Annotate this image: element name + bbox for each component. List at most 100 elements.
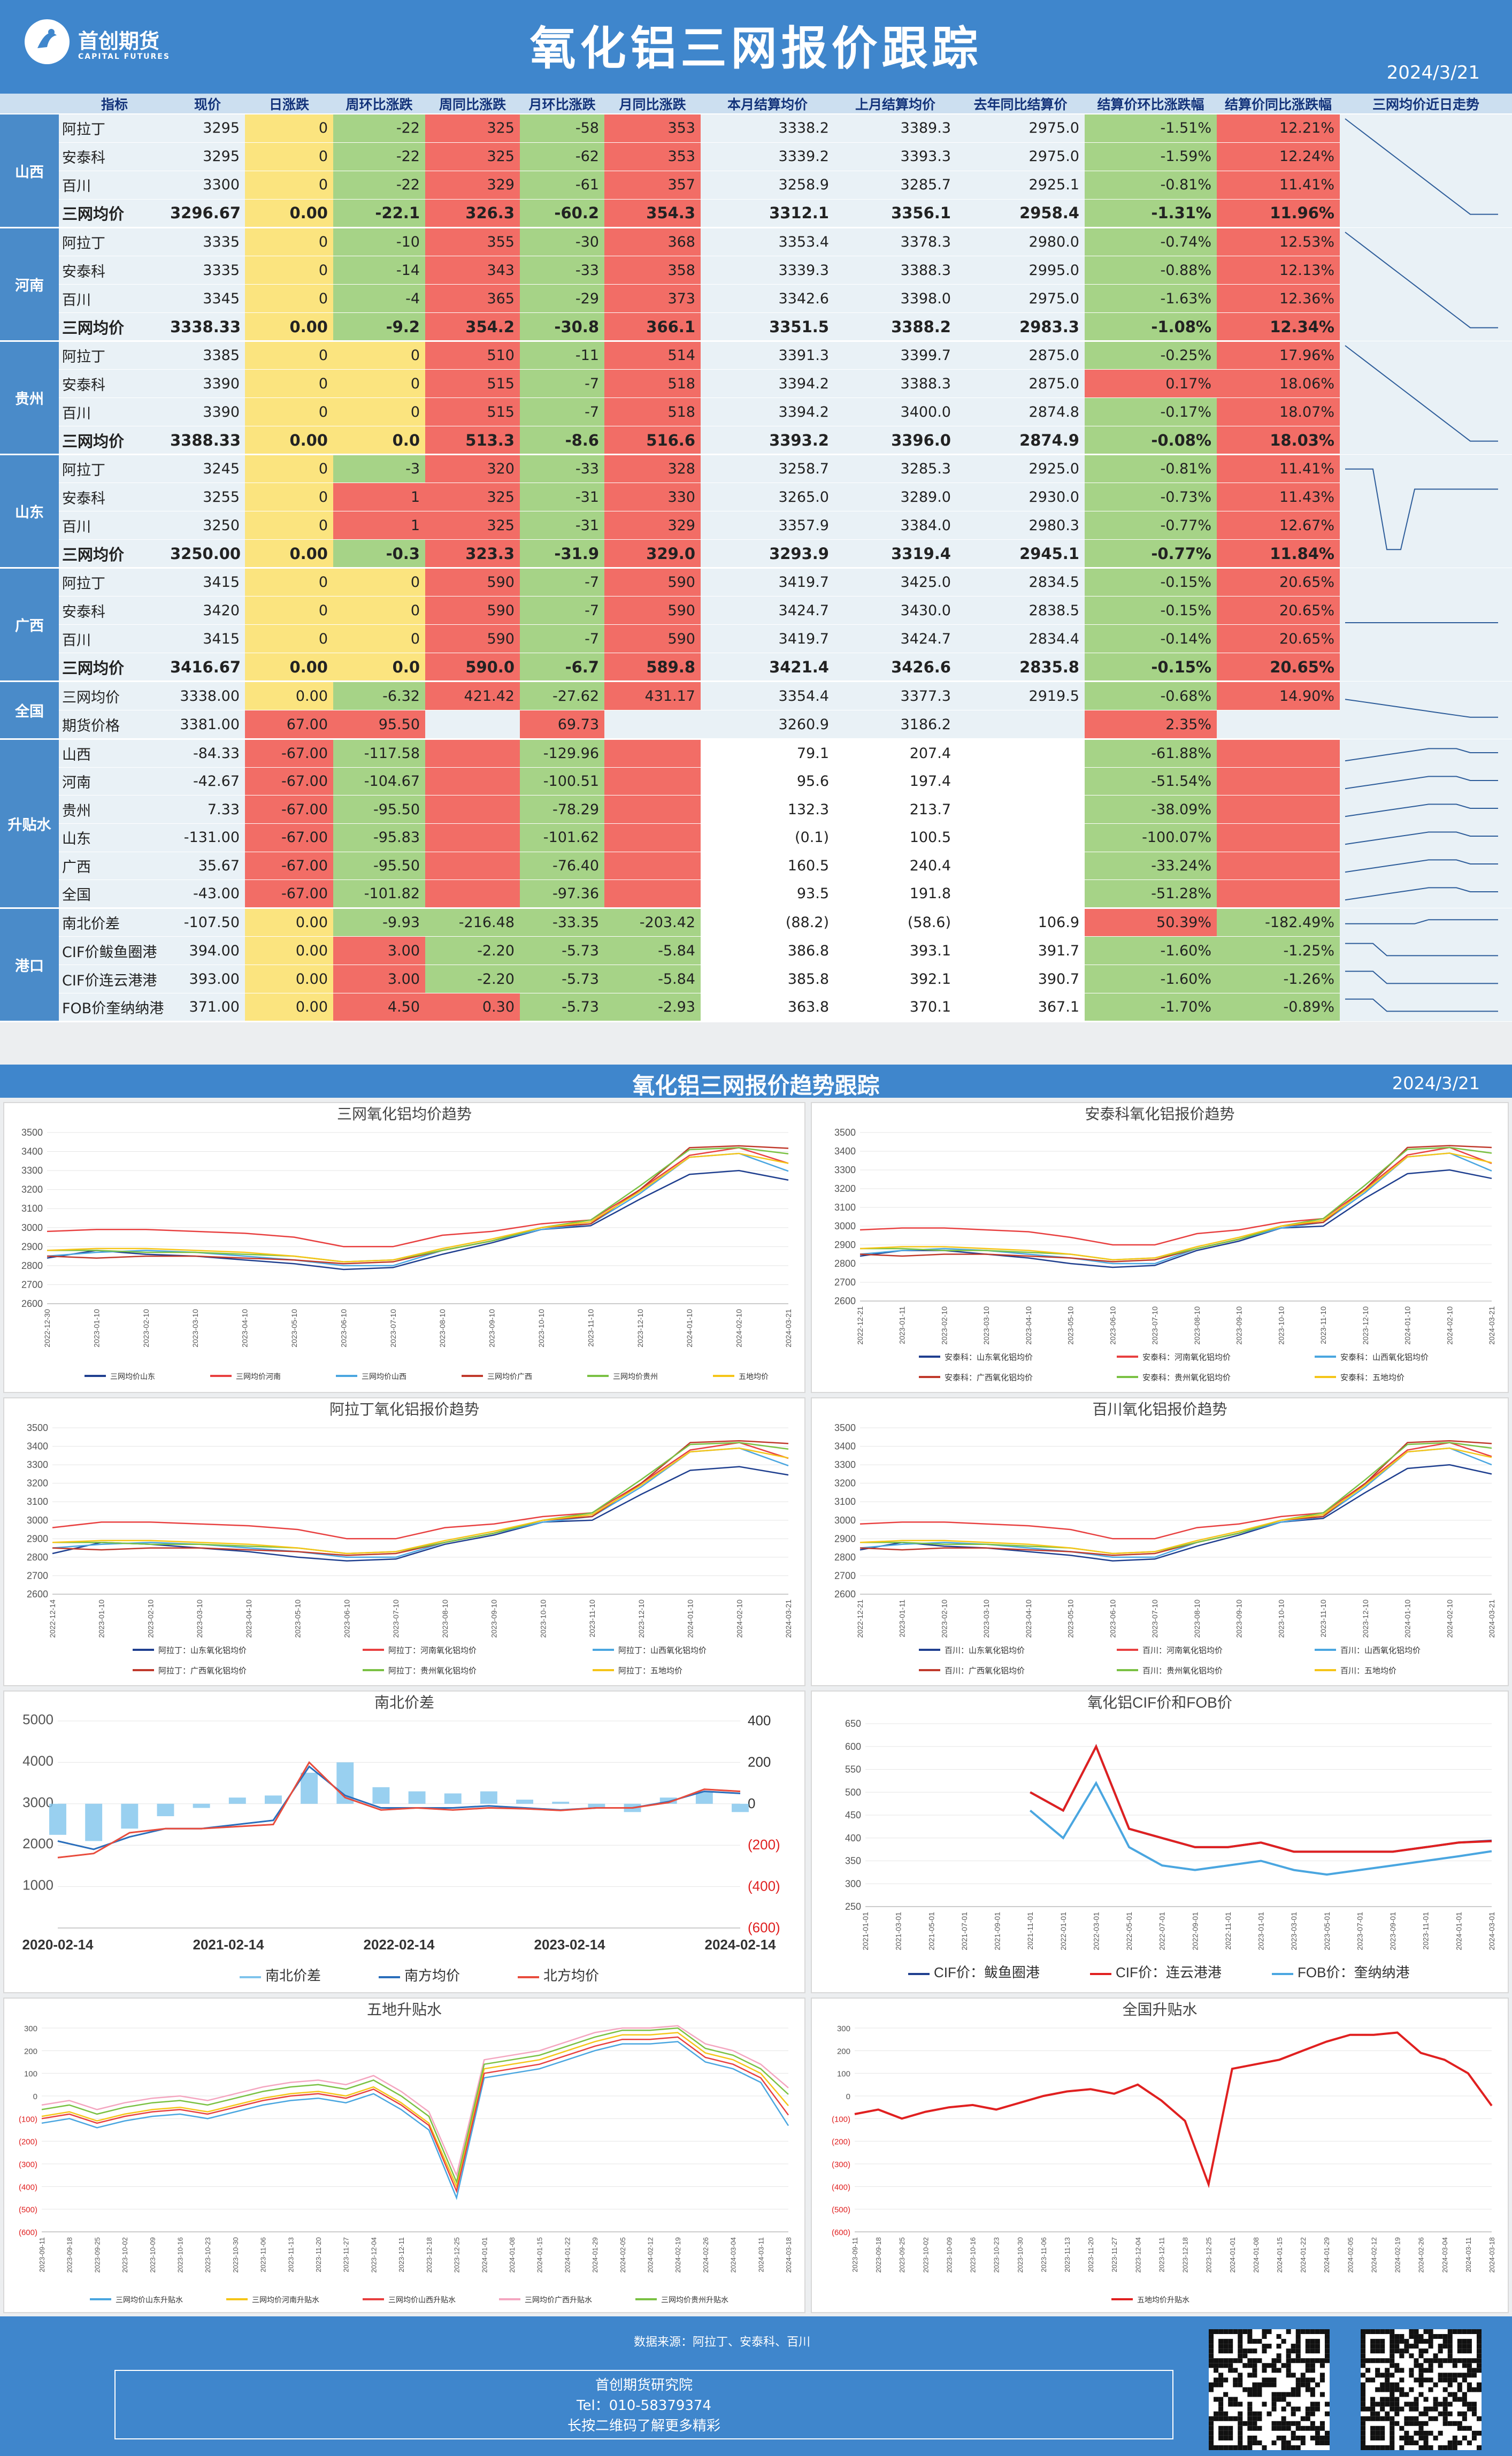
qr-module [1390, 2430, 1395, 2436]
qr-module [1262, 2445, 1267, 2450]
table-cell: 3390 [170, 397, 245, 426]
qr-module [1252, 2368, 1257, 2373]
chart-panel-national-basis: 全国升贴水 300 200 100 0 (100) (200) (300) (400) (500)… [811, 1998, 1509, 2313]
y-tick-label: 2800 [27, 1552, 48, 1563]
qr-module [1271, 2406, 1277, 2412]
x-tick-label: 2023-01-01 [1257, 1912, 1265, 1950]
qr-module [1457, 2397, 1462, 2402]
qr-module [1223, 2445, 1229, 2450]
table-cell [1217, 767, 1340, 796]
qr-module [1361, 2401, 1366, 2407]
qr-module [1457, 2411, 1462, 2416]
y-tick-label: (400) [19, 2183, 37, 2192]
trend-sparkline [1345, 468, 1498, 550]
table-cell: -67.00 [245, 852, 333, 881]
qr-module [1267, 2411, 1272, 2416]
qr-module [1452, 2421, 1457, 2426]
qr-module [1228, 2416, 1233, 2421]
qr-module [1291, 2392, 1296, 2397]
qr-code-right[interactable] [1361, 2329, 1482, 2450]
x-tick-label: 2021-02-14 [193, 1937, 265, 1953]
table-cell: -58 [520, 114, 604, 143]
x-tick-label: 2024-01-10 [1403, 1306, 1412, 1345]
x-tick-label: 2023-05-01 [1323, 1912, 1331, 1950]
y-tick-label: 3400 [834, 1146, 856, 1157]
qr-module [1271, 2382, 1277, 2388]
qr-module [1218, 2339, 1224, 2344]
qr-module [1315, 2348, 1320, 2354]
qr-module [1428, 2358, 1433, 2363]
legend-label: 三网均价山东升贴水 [116, 2296, 183, 2304]
qr-module [1385, 2358, 1390, 2363]
qr-module [1319, 2440, 1325, 2445]
sparkline-line [1345, 919, 1498, 924]
series-line [859, 1440, 1492, 1556]
region-label: 广西 [0, 568, 59, 682]
qr-module [1399, 2445, 1404, 2450]
qr-module [1375, 2387, 1380, 2392]
qr-module [1247, 2387, 1253, 2392]
table-cell [425, 767, 520, 796]
qr-module [1228, 2348, 1233, 2354]
qr-module [1223, 2329, 1229, 2335]
series-line [52, 1466, 789, 1562]
qr-module [1310, 2348, 1315, 2354]
qr-module [1394, 2401, 1400, 2407]
qr-code-left[interactable] [1209, 2329, 1330, 2450]
qr-module [1385, 2401, 1390, 2407]
x-tick-label: 2024-01-10 [686, 1600, 695, 1638]
y-tick-label: 3000 [834, 1221, 856, 1231]
qr-module [1276, 2426, 1281, 2431]
series-line [47, 1169, 789, 1271]
qr-module [1471, 2373, 1477, 2378]
qr-module [1252, 2387, 1257, 2392]
qr-module [1390, 2348, 1395, 2354]
qr-module [1476, 2382, 1482, 2388]
series-line [41, 2041, 789, 2200]
indicator-name: 百川 [59, 171, 170, 200]
qr-module [1385, 2368, 1390, 2373]
chart-panel-baichuan: 百川氧化铝报价趋势 2600 2700 2800 2900 3000 3100 3200 330… [811, 1397, 1509, 1686]
qr-module [1361, 2329, 1366, 2335]
qr-module [1476, 2430, 1482, 2436]
qr-module [1462, 2329, 1467, 2335]
table-cell: 2980.0 [956, 227, 1085, 256]
qr-module [1370, 2397, 1376, 2402]
table-row: 三网均价 3250.00 0.00 -0.3 323.3 -31.9 329.0 3293.9… [0, 539, 1512, 569]
qr-module [1361, 2445, 1366, 2450]
x-tick-label: 2024-01-01 [1454, 1912, 1463, 1950]
x-tick-label: 2024-02-10 [735, 1309, 743, 1348]
sparkline-line [1345, 943, 1498, 957]
table-cell: -0.08% [1085, 426, 1217, 455]
trend-sparkline [1345, 232, 1498, 328]
qr-module [1276, 2368, 1281, 2373]
qr-module [1295, 2435, 1301, 2440]
table-cell: -9.2 [333, 312, 425, 342]
qr-module [1447, 2411, 1453, 2416]
series-line [41, 2025, 789, 2178]
x-tick-label: 2023-06-10 [1108, 1600, 1117, 1638]
chart-panel-north-south-spread: 南北价差 1000 2000 3000 4000 5000 南北价差 南方均价 北方均价 2020… [3, 1690, 805, 1993]
qr-module [1471, 2401, 1477, 2407]
qr-module [1262, 2363, 1267, 2368]
table-cell: 0 [245, 483, 333, 511]
qr-module [1409, 2344, 1414, 2349]
series-line [1030, 1743, 1492, 1853]
table-cell: 3339.3 [701, 256, 834, 285]
qr-module [1467, 2387, 1472, 2392]
qr-module [1476, 2329, 1482, 2335]
qr-module [1442, 2373, 1448, 2378]
qr-module [1433, 2416, 1438, 2421]
table-cell: -2.93 [604, 993, 701, 1022]
table-cell: 0 [333, 568, 425, 596]
table-cell: -131.00 [170, 823, 245, 852]
qr-module [1476, 2339, 1482, 2344]
table-cell [604, 767, 701, 796]
qr-module [1209, 2363, 1214, 2368]
table-cell: 3384.0 [834, 511, 956, 540]
table-cell: -61.88% [1085, 739, 1217, 768]
qr-module [1271, 2440, 1277, 2445]
qr-module [1209, 2426, 1214, 2431]
qr-module [1315, 2344, 1320, 2349]
table-cell: 0 [245, 171, 333, 200]
